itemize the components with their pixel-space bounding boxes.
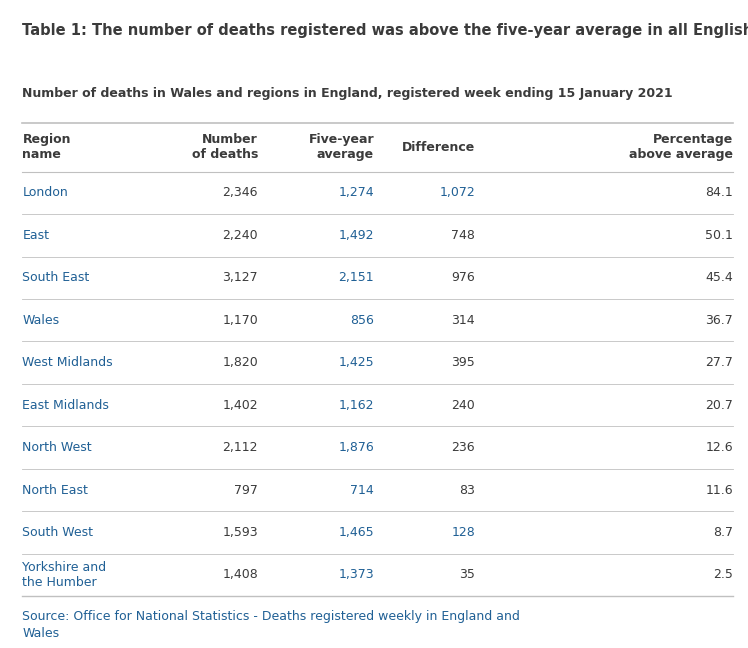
Text: 45.4: 45.4 [705, 272, 733, 284]
Text: 1,162: 1,162 [339, 399, 374, 411]
Text: 395: 395 [451, 356, 475, 369]
Text: Yorkshire and
the Humber: Yorkshire and the Humber [22, 561, 106, 589]
Text: 2,151: 2,151 [338, 272, 374, 284]
Text: Number of deaths in Wales and regions in England, registered week ending 15 Janu: Number of deaths in Wales and regions in… [22, 87, 673, 100]
Text: 27.7: 27.7 [705, 356, 733, 369]
Text: 35: 35 [459, 568, 475, 581]
Text: 714: 714 [350, 483, 374, 496]
Text: 128: 128 [451, 526, 475, 539]
Text: 856: 856 [350, 314, 374, 327]
Text: 20.7: 20.7 [705, 399, 733, 411]
Text: 11.6: 11.6 [705, 483, 733, 496]
Text: 797: 797 [234, 483, 258, 496]
Text: South East: South East [22, 272, 90, 284]
Text: Number
of deaths: Number of deaths [191, 133, 258, 161]
Text: Source: Office for National Statistics - Deaths registered weekly in England and: Source: Office for National Statistics -… [22, 610, 521, 640]
Text: 50.1: 50.1 [705, 229, 733, 242]
Text: 976: 976 [451, 272, 475, 284]
Text: 84.1: 84.1 [705, 187, 733, 200]
Text: 1,425: 1,425 [338, 356, 374, 369]
Text: 236: 236 [451, 441, 475, 454]
Text: Difference: Difference [402, 141, 475, 154]
Text: Five-year
average: Five-year average [308, 133, 374, 161]
Text: 8.7: 8.7 [713, 526, 733, 539]
Text: West Midlands: West Midlands [22, 356, 113, 369]
Text: 2.5: 2.5 [713, 568, 733, 581]
Text: 1,072: 1,072 [439, 187, 475, 200]
Text: 748: 748 [451, 229, 475, 242]
Text: 314: 314 [451, 314, 475, 327]
Text: North East: North East [22, 483, 88, 496]
Text: Table 1: The number of deaths registered was above the five-year average in all : Table 1: The number of deaths registered… [22, 23, 748, 38]
Text: 1,274: 1,274 [338, 187, 374, 200]
Text: 12.6: 12.6 [705, 441, 733, 454]
Text: 36.7: 36.7 [705, 314, 733, 327]
Text: 240: 240 [451, 399, 475, 411]
Text: 1,820: 1,820 [222, 356, 258, 369]
Text: North West: North West [22, 441, 92, 454]
Text: Region
name: Region name [22, 133, 71, 161]
Text: 1,492: 1,492 [339, 229, 374, 242]
Text: 2,112: 2,112 [223, 441, 258, 454]
Text: 1,876: 1,876 [338, 441, 374, 454]
Text: 3,127: 3,127 [222, 272, 258, 284]
Text: 1,170: 1,170 [222, 314, 258, 327]
Text: 83: 83 [459, 483, 475, 496]
Text: 1,408: 1,408 [222, 568, 258, 581]
Text: 1,373: 1,373 [338, 568, 374, 581]
Text: 1,402: 1,402 [222, 399, 258, 411]
Text: Percentage
above average: Percentage above average [629, 133, 733, 161]
Text: South West: South West [22, 526, 94, 539]
Text: London: London [22, 187, 68, 200]
Text: 1,593: 1,593 [222, 526, 258, 539]
Text: East Midlands: East Midlands [22, 399, 109, 411]
Text: 2,346: 2,346 [223, 187, 258, 200]
Text: 2,240: 2,240 [222, 229, 258, 242]
Text: Wales: Wales [22, 314, 60, 327]
Text: East: East [22, 229, 49, 242]
Text: 1,465: 1,465 [338, 526, 374, 539]
